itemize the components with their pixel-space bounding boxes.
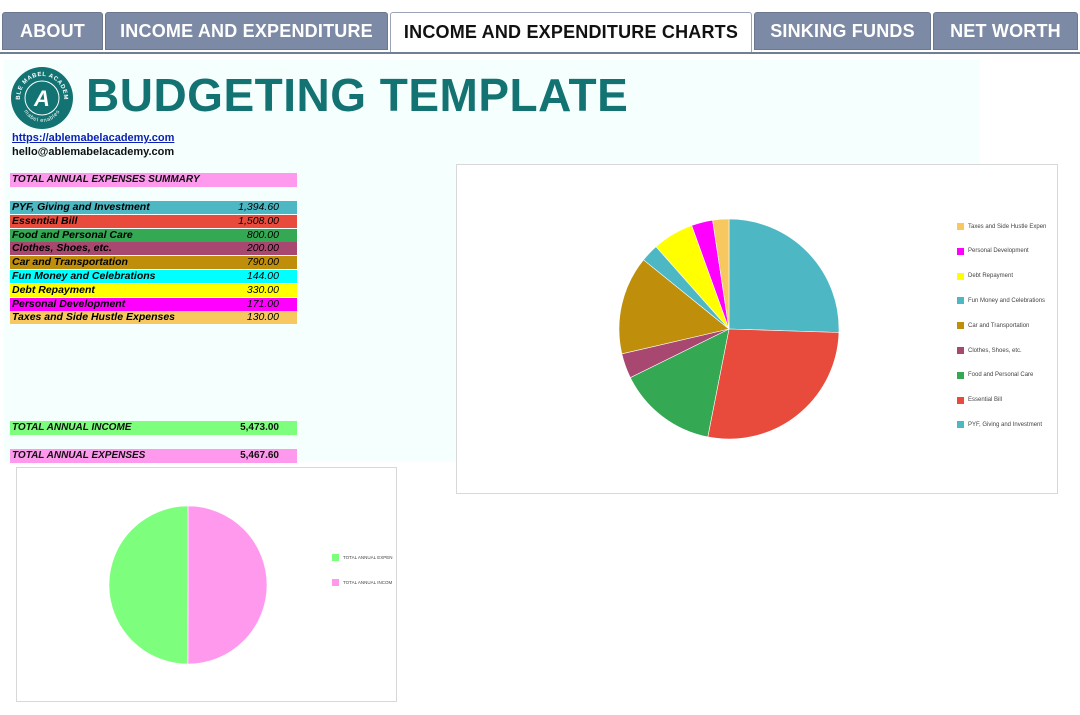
legend-label: Personal Development <box>968 248 1029 255</box>
total-income-row: TOTAL ANNUAL INCOME 5,473.00 <box>10 421 297 435</box>
pie-slice[interactable] <box>618 259 730 355</box>
legend-swatch <box>332 578 339 586</box>
legend-swatch <box>957 371 964 379</box>
contact-email: hello@ablemabelacademy.com <box>12 146 175 158</box>
expense-row-label: Debt Repayment <box>12 283 95 296</box>
pie-slice[interactable] <box>108 505 189 665</box>
pie-slice[interactable] <box>712 218 730 330</box>
website-link[interactable]: https://ablemabelacademy.com <box>12 132 175 144</box>
summary-heading: TOTAL ANNUAL EXPENSES SUMMARY <box>10 173 297 187</box>
sheet-tab-bar: ABOUT INCOME AND EXPENDITURE INCOME AND … <box>0 0 1080 54</box>
legend-swatch <box>957 421 964 429</box>
expense-row-label: Taxes and Side Hustle Expenses <box>12 311 176 324</box>
expense-row-label: PYF, Giving and Investment <box>12 201 150 213</box>
logo-letter: A <box>33 86 50 111</box>
legend-entry: Car and Transportation <box>957 322 1030 330</box>
legend-entry: Essential Bill <box>957 396 1003 404</box>
legend-swatch <box>957 272 964 280</box>
tab-sinking-funds[interactable]: SINKING FUNDS <box>754 12 931 50</box>
expense-row-value: 171.00 <box>246 297 279 310</box>
total-income-label: TOTAL ANNUAL INCOME <box>12 422 132 433</box>
legend-swatch <box>957 396 964 404</box>
total-expenses-value: 5,467.60 <box>240 450 279 461</box>
pie-slice[interactable] <box>728 218 840 333</box>
legend-label: Clothes, Shoes, etc. <box>968 347 1022 354</box>
legend-label: Taxes and Side Hustle Expen <box>968 223 1047 230</box>
expense-row-value: 1,394.60 <box>238 201 279 213</box>
legend-entry: PYF, Giving and Investment <box>957 421 1043 429</box>
expense-row: Fun Money and Celebrations 144.00 <box>10 270 297 283</box>
legend-swatch <box>957 322 964 330</box>
expense-row-label: Car and Transportation <box>12 256 128 269</box>
legend-label: PYF, Giving and Investment <box>968 421 1043 428</box>
legend-label: Food and Personal Care <box>968 372 1034 379</box>
expense-breakdown-chart[interactable]: Taxes and Side Hustle Expen Personal Deve… <box>456 164 1058 494</box>
tab-about[interactable]: ABOUT <box>2 12 103 50</box>
expense-row-value: 800.00 <box>246 228 279 241</box>
tab-income-and-expenditure[interactable]: INCOME AND EXPENDITURE <box>105 12 388 50</box>
tab-income-and-expenditure-charts[interactable]: INCOME AND EXPENDITURE CHARTS <box>390 12 752 52</box>
legend-swatch <box>957 247 964 255</box>
pie-slice[interactable] <box>187 505 268 665</box>
expense-row-label: Clothes, Shoes, etc. <box>12 242 112 255</box>
expense-row-label: Essential Bill <box>12 214 78 227</box>
expense-row: Car and Transportation 790.00 <box>10 256 297 270</box>
legend-entry: TOTAL ANNUAL INCOM <box>332 578 393 586</box>
expense-row: Debt Repayment 330.00 <box>10 283 297 297</box>
expense-row-label: Personal Development <box>12 297 126 310</box>
expense-row: Essential Bill 1,508.00 <box>10 214 297 228</box>
expense-row-value: 330.00 <box>246 283 279 296</box>
legend-label: Debt Repayment <box>968 273 1014 280</box>
brand-logo: ABLE MABEL ACADEMY mabel enables A <box>8 62 74 130</box>
expense-row: Personal Development 171.00 <box>10 297 297 311</box>
income-expenses-pie-svg <box>108 505 268 665</box>
total-income-value: 5,473.00 <box>240 422 279 433</box>
legend-entry: Personal Development <box>957 247 1029 255</box>
expense-row-value: 790.00 <box>246 256 279 269</box>
total-expenses-row: TOTAL ANNUAL EXPENSES 5,467.60 <box>10 449 297 463</box>
expense-row-value: 200.00 <box>246 242 279 255</box>
expense-row: PYF, Giving and Investment 1,394.60 <box>10 201 297 214</box>
expense-row-value: 130.00 <box>246 311 279 324</box>
legend-swatch <box>957 347 964 354</box>
legend-swatch <box>957 223 964 230</box>
legend-label: Essential Bill <box>968 397 1003 404</box>
expense-row: Clothes, Shoes, etc. 200.00 <box>10 242 297 256</box>
brand-logo-icon: ABLE MABEL ACADEMY mabel enables A <box>8 62 73 129</box>
legend-label: Car and Transportation <box>968 322 1030 329</box>
legend-entry: Debt Repayment <box>957 272 1014 280</box>
legend-entry: Fun Money and Celebrations <box>957 297 1046 305</box>
legend-swatch <box>957 297 964 305</box>
tab-net-worth[interactable]: NET WORTH <box>933 12 1078 50</box>
pie-slice[interactable] <box>707 328 840 440</box>
expense-row: Taxes and Side Hustle Expenses 130.00 <box>10 311 297 325</box>
expense-pie-svg <box>618 218 840 440</box>
page-title: BUDGETING TEMPLATE <box>86 69 629 121</box>
expense-row: Food and Personal Care 800.00 <box>10 228 297 242</box>
legend-swatch <box>332 554 339 561</box>
legend-entry: Taxes and Side Hustle Expen <box>957 223 1046 230</box>
legend-label: TOTAL ANNUAL INCOM <box>343 579 393 585</box>
expense-row-value: 144.00 <box>246 270 279 282</box>
expense-row-value: 1,508.00 <box>238 214 279 227</box>
legend-entry: Clothes, Shoes, etc. <box>957 347 1022 354</box>
expense-row-label: Food and Personal Care <box>12 228 133 241</box>
total-expenses-label: TOTAL ANNUAL EXPENSES <box>12 450 146 461</box>
pie-slice[interactable] <box>629 328 730 438</box>
expense-row-label: Fun Money and Celebrations <box>12 270 156 282</box>
legend-entry: Food and Personal Care <box>957 371 1034 379</box>
legend-label: TOTAL ANNUAL EXPEN <box>343 555 393 560</box>
legend-entry: TOTAL ANNUAL EXPEN <box>332 554 393 561</box>
legend-label: Fun Money and Celebrations <box>968 297 1046 304</box>
income-vs-expenses-chart[interactable]: TOTAL ANNUAL EXPEN TOTAL ANNUAL INCOM <box>16 467 397 702</box>
